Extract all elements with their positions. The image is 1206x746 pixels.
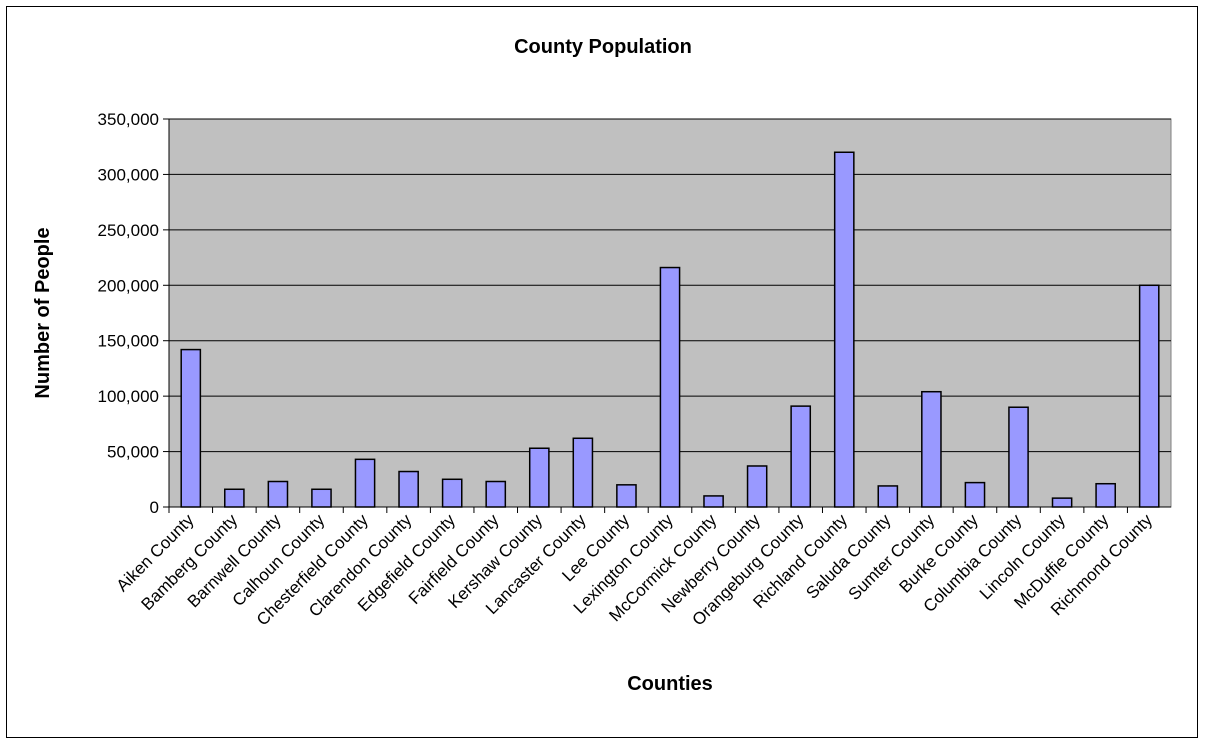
bar-chesterfield-county: [354, 458, 376, 508]
bar-aiken-county: [180, 348, 202, 508]
y-tick-label: 50,000: [107, 443, 159, 462]
bar-fairfield-county: [485, 480, 507, 508]
bar-lexington-county: [659, 266, 681, 508]
bar-barnwell-county: [267, 480, 289, 508]
bar-burke-county: [964, 481, 986, 508]
bar-calhoun-county: [311, 488, 332, 508]
bar-mccormick-county: [703, 495, 724, 508]
bar-orangeburg-county: [790, 405, 812, 508]
bar-richland-county: [833, 151, 855, 508]
bar-lincoln-county: [1051, 497, 1073, 508]
bar-saluda-county: [877, 485, 899, 508]
y-tick-label: 0: [150, 498, 159, 517]
chart-svg: County Population 0 50,000 100,000 150,000 2…: [32, 36, 1172, 695]
y-axis: 0 50,000 100,000 150,000 200,000 250,000 300,0…: [98, 110, 170, 517]
bar-kershaw-county: [528, 447, 550, 508]
y-tick-label: 300,000: [98, 165, 159, 184]
bar-lee-county: [616, 484, 637, 508]
bar-sumter-county: [921, 390, 942, 508]
chart-title: County Population: [514, 36, 692, 58]
x-axis-title: Counties: [627, 673, 713, 695]
bar-mcduffie-county: [1095, 482, 1116, 508]
y-tick-label: 150,000: [98, 332, 159, 351]
bars: [180, 151, 1160, 508]
y-tick-label: 200,000: [98, 276, 159, 295]
bar-bamberg-county: [224, 488, 245, 508]
y-tick-label: 100,000: [98, 387, 159, 406]
bar-clarendon-county: [398, 470, 419, 508]
bar-lancaster-county: [572, 437, 594, 508]
gridlines: [169, 118, 1171, 453]
y-tick-label: 350,000: [98, 110, 159, 129]
y-tick-label: 250,000: [98, 221, 159, 240]
bar-richmond-county: [1138, 284, 1160, 508]
bar-newberry-county: [746, 465, 768, 508]
bar-columbia-county: [1008, 406, 1029, 508]
y-axis-title: Number of People: [32, 227, 54, 398]
chart-frame: County Population 0 50,000 100,000 150,000 2…: [6, 6, 1198, 738]
bar-edgefield-county: [441, 478, 463, 508]
